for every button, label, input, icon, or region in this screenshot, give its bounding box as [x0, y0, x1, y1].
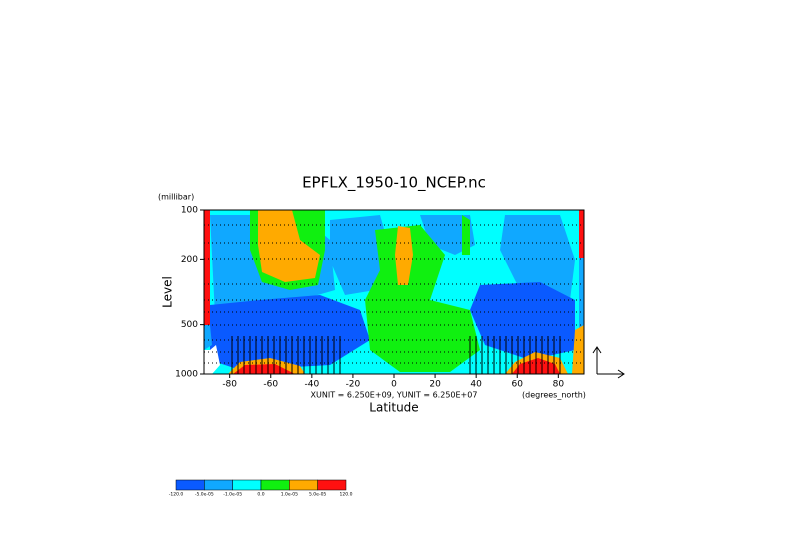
y-tick-label: 100: [181, 206, 198, 216]
x-tick-label: -80: [222, 380, 237, 390]
x-tick-label: 80: [553, 380, 565, 390]
x-axis-label: Latitude: [369, 401, 418, 415]
colorbar-label: 1.0e-05: [281, 492, 298, 498]
contour-fill: [204, 210, 584, 374]
x-tick-label: -20: [346, 380, 361, 390]
colorbar-swatch: [289, 479, 318, 491]
colorbar-swatch: [260, 479, 290, 491]
colorbar-label: -120.0: [169, 492, 184, 498]
x-tick-label: 40: [470, 380, 482, 390]
y-tick-label: 1000: [175, 370, 198, 380]
x-tick-label: 0: [391, 380, 397, 390]
x-tick-label: -40: [304, 380, 319, 390]
colorbar-label: 0.0: [257, 492, 264, 498]
colorbar-label: -5.0e-05: [195, 492, 214, 498]
flux-vectors: [231, 336, 561, 374]
colorbar-swatch: [232, 479, 262, 491]
pressure-level-dots: [204, 224, 584, 364]
chart-title: EPFLX_1950-10_NCEP.nc: [302, 174, 486, 193]
colorbar-label: -1.0e-05: [223, 492, 242, 498]
colorbar-label: 5.0e-05: [309, 492, 326, 498]
x-tick-label: 60: [512, 380, 524, 390]
colorbar-swatch: [317, 479, 347, 491]
y-tick-label: 500: [181, 320, 198, 330]
y-axis-label: Level: [161, 276, 175, 308]
y-tick-label: 200: [181, 255, 198, 265]
y-units: (millibar): [158, 193, 194, 202]
x-tick-label: -60: [263, 380, 278, 390]
x-units: (degrees_north): [522, 391, 586, 400]
colorbar-label: 120.0: [340, 492, 353, 498]
vector-key: [592, 346, 625, 379]
vector-note: XUNIT = 6.250E+09, YUNIT = 6.250E+07: [311, 391, 478, 400]
colorbar-swatch: [175, 479, 205, 491]
colorbar-swatch: [204, 479, 233, 491]
x-tick-label: 20: [429, 380, 441, 390]
